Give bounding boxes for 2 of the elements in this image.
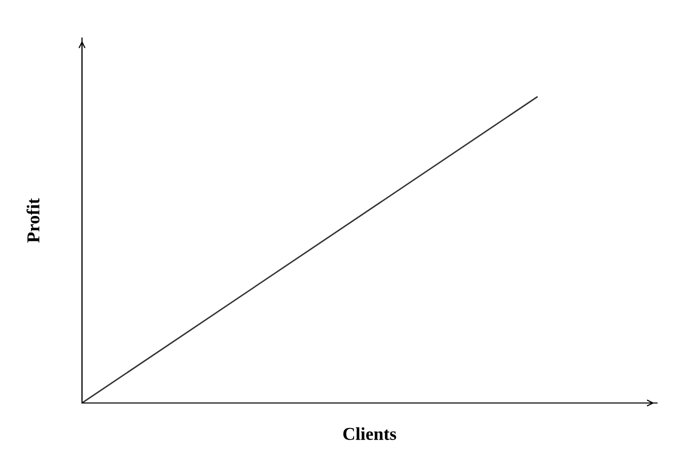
x-axis-title: Clients (343, 427, 396, 440)
y-axis-title: Profit (26, 198, 40, 243)
